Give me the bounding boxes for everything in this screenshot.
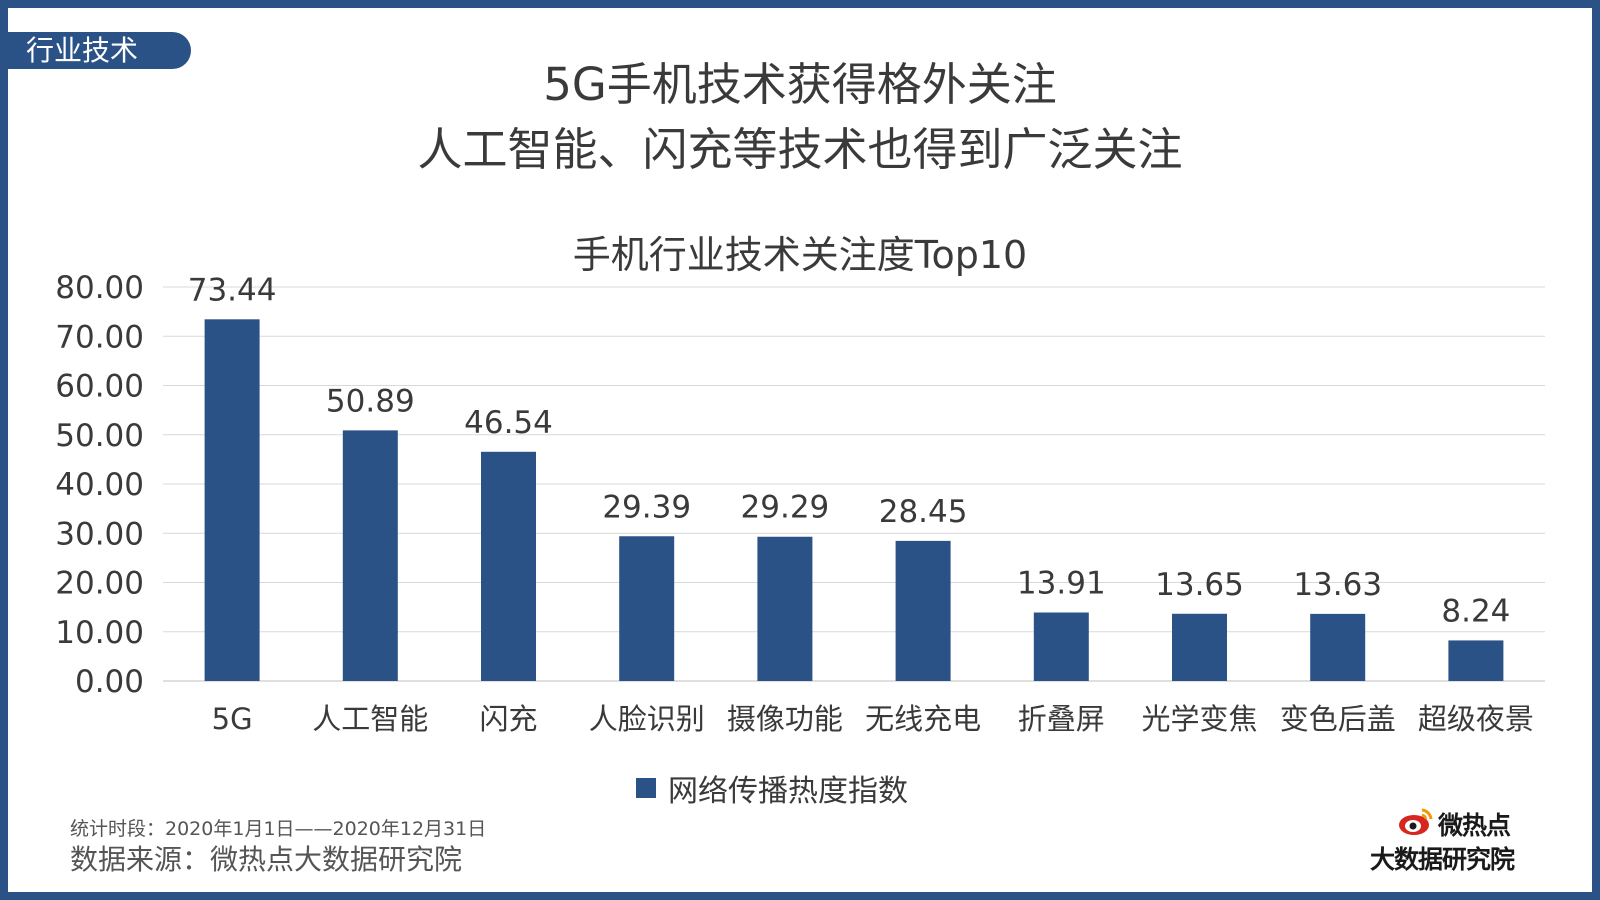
y-tick-label: 70.00 — [55, 319, 144, 355]
bar — [619, 536, 675, 681]
data-label: 13.65 — [1155, 567, 1244, 603]
y-tick-label: 80.00 — [55, 270, 144, 306]
data-label: 46.54 — [464, 405, 553, 441]
x-tick-label: 闪充 — [479, 702, 537, 736]
bar — [1310, 613, 1366, 681]
data-label: 28.45 — [879, 494, 968, 530]
footnote-period: 统计时段：2020年1月1日——2020年12月31日 — [70, 818, 487, 840]
data-label: 73.44 — [188, 272, 277, 308]
data-label: 29.39 — [602, 489, 691, 525]
bar — [895, 540, 951, 681]
bar — [1448, 640, 1504, 681]
bar — [204, 319, 260, 681]
x-tick-label: 光学变焦 — [1141, 702, 1257, 736]
legend-swatch — [636, 778, 656, 798]
bar — [342, 430, 398, 681]
data-labels: 73.44 50.89 46.54 29.39 29.29 28.45 13.91 13.65… — [188, 272, 1511, 629]
x-tick-label: 超级夜景 — [1418, 702, 1534, 736]
logo-institute-text: 大数据研究院 — [1370, 845, 1515, 874]
y-tick-label: 20.00 — [55, 566, 144, 602]
data-label: 29.29 — [741, 490, 830, 526]
y-tick-label: 40.00 — [55, 467, 144, 503]
bar — [757, 536, 813, 681]
data-label: 8.24 — [1441, 593, 1510, 629]
y-tick-label: 10.00 — [55, 615, 144, 651]
x-axis-ticks: 5G 人工智能 闪充 人脸识别 摄像功能 无线充电 折叠屏 光学变焦 变色后盖 超级夜景 — [212, 702, 1534, 736]
legend-label: 网络传播热度指数 — [668, 774, 908, 809]
data-label: 13.63 — [1293, 567, 1382, 603]
y-tick-label: 50.00 — [55, 418, 144, 454]
x-tick-label: 变色后盖 — [1280, 702, 1396, 736]
x-tick-label: 5G — [212, 702, 253, 736]
bar — [1172, 613, 1227, 681]
y-tick-label: 60.00 — [55, 369, 144, 405]
logo-brand-text: 微热点 — [1438, 811, 1511, 840]
legend: 网络传播热度指数 — [636, 768, 908, 809]
chart-title: 手机行业技术关注度Top10 — [572, 233, 1028, 277]
data-label: 50.89 — [326, 383, 415, 419]
x-tick-label: 折叠屏 — [1018, 702, 1105, 736]
headline-line-1: 5G手机技术获得格外关注 — [543, 58, 1057, 111]
x-tick-label: 人脸识别 — [589, 702, 705, 736]
brand-logo: 微热点 大数据研究院 — [1370, 806, 1550, 876]
x-tick-label: 无线充电 — [865, 702, 981, 736]
section-tag: 行业技术 — [6, 32, 191, 69]
bar — [481, 451, 536, 681]
headline-line-2: 人工智能、闪充等技术也得到广泛关注 — [417, 123, 1183, 176]
bars — [204, 319, 1504, 681]
bar — [1033, 612, 1089, 681]
y-tick-label: 30.00 — [55, 516, 144, 552]
y-axis-ticks: 0.00 10.00 20.00 30.00 40.00 50.00 60.00 70.00 8… — [55, 270, 144, 700]
x-tick-label: 人工智能 — [312, 702, 428, 736]
footnote-source: 数据来源：微热点大数据研究院 — [70, 843, 463, 876]
y-tick-label: 0.00 — [75, 664, 144, 700]
x-tick-label: 摄像功能 — [727, 702, 843, 736]
data-label: 13.91 — [1017, 565, 1106, 601]
weibo-eye-icon — [1399, 808, 1433, 835]
